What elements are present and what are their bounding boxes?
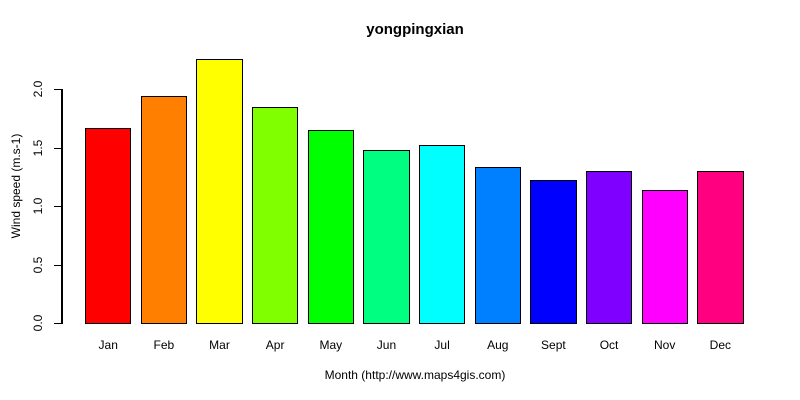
bar-may [307,129,354,324]
y-axis-tick [54,264,62,266]
bar-jan [85,127,132,324]
y-axis-tick [54,89,62,90]
x-tick-label-jul: Jul [434,338,450,352]
y-axis-tick [54,206,62,207]
bar-feb [140,96,188,324]
bar-aug [474,167,521,324]
x-tick-label-nov: Nov [654,338,676,352]
x-tick-label-feb: Feb [153,338,175,352]
x-tick-label-jan: Jan [98,338,118,352]
x-tick-label-mar: Mar [209,338,230,352]
x-tick-label-may: May [319,338,343,352]
bar-oct [585,170,633,324]
x-tick-label-sept: Sept [541,338,566,352]
bar-jul [418,145,466,324]
bar-sept [530,180,577,324]
x-tick-label-oct: Oct [599,338,619,352]
x-tick-label-apr: Apr [265,338,285,352]
y-axis-tick [54,323,62,324]
bar-jun [363,149,410,324]
x-tick-label-jun: Jun [376,338,397,352]
y-axis-tick [54,147,62,149]
bar-nov [641,189,688,324]
x-tick-label-aug: Aug [487,338,509,352]
x-axis-label: Month (http://www.maps4gis.com) [324,368,506,382]
bar-dec [697,170,744,324]
chart-title: yongpingxian [366,21,464,38]
bar-mar [196,58,243,324]
bar-apr [251,106,299,324]
x-tick-label-dec: Dec [709,338,731,352]
